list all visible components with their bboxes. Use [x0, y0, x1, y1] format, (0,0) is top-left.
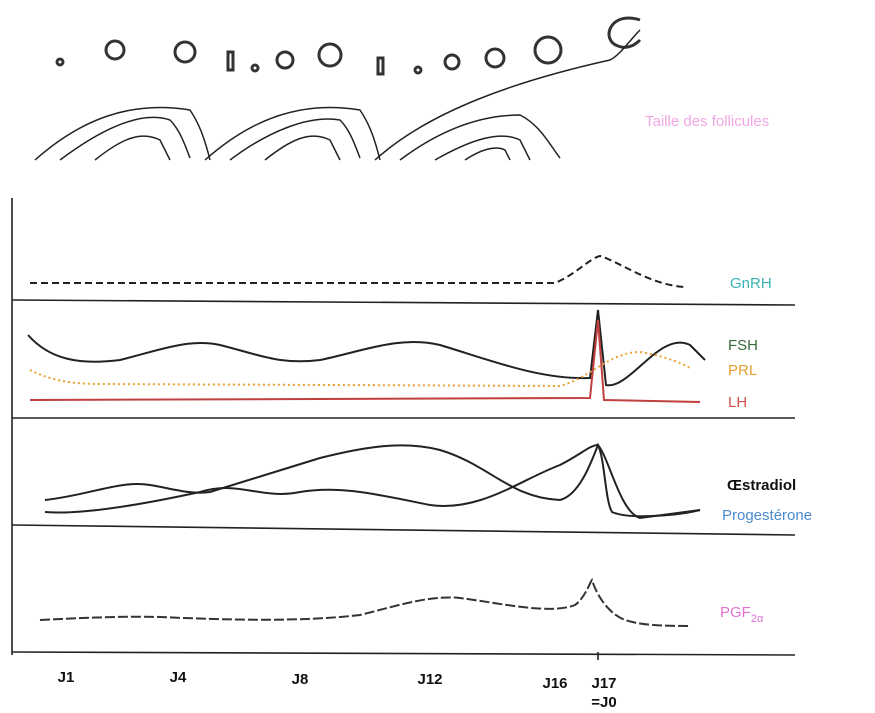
separator — [12, 300, 795, 305]
follicle-waves — [35, 30, 640, 160]
fsh-label: FSH — [728, 337, 758, 354]
follicle-label: Taille des follicules — [645, 113, 769, 130]
day-label: =J0 — [591, 694, 616, 711]
pgf-sub: 2α — [751, 613, 764, 625]
day-label: J1 — [58, 669, 75, 686]
prl-label: PRL — [728, 362, 757, 379]
day-label: J4 — [170, 669, 187, 686]
diagram: Taille des follicules GnRH FSH PRL LH Œs… — [0, 0, 875, 713]
follicles — [57, 18, 640, 74]
fsh-curve — [28, 310, 705, 385]
lh-label: LH — [728, 394, 747, 411]
x-axis — [12, 652, 795, 655]
day-label: J16 — [542, 675, 567, 692]
pgf-curve — [40, 580, 690, 626]
separator — [12, 525, 795, 535]
day-label: J8 — [292, 671, 309, 688]
pgf-label: PGF2α — [720, 604, 764, 625]
estradiol-label: Œstradiol — [727, 477, 796, 494]
estradiol-curve — [45, 445, 700, 516]
day-label: J17 — [591, 675, 616, 692]
lh-curve — [30, 320, 700, 402]
progesterone-label: Progestérone — [722, 507, 812, 524]
gnrh-curve — [30, 256, 685, 287]
day-label: J12 — [417, 671, 442, 688]
gnrh-label: GnRH — [730, 275, 772, 292]
pgf-base: PGF — [720, 604, 751, 621]
